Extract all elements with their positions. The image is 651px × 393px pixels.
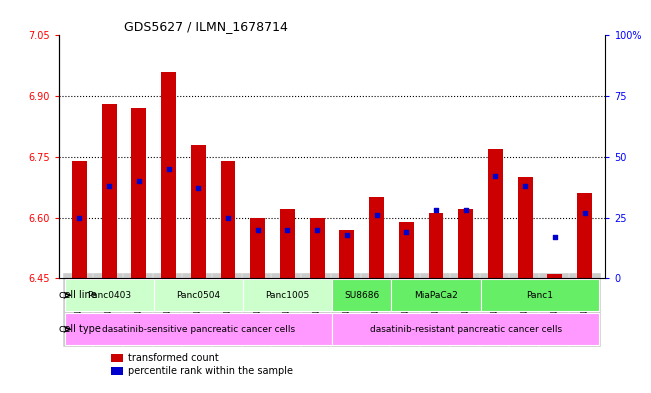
Text: Panc0504: Panc0504 xyxy=(176,291,220,300)
Bar xyxy=(191,145,206,278)
Legend: transformed count, percentile rank within the sample: transformed count, percentile rank withi… xyxy=(107,349,296,380)
Bar xyxy=(339,230,354,278)
Point xyxy=(549,234,560,240)
Bar xyxy=(221,161,236,278)
Text: cell type: cell type xyxy=(59,324,101,334)
Bar xyxy=(458,209,473,278)
Bar xyxy=(518,177,533,278)
Bar xyxy=(547,274,562,278)
Point xyxy=(253,226,263,233)
Bar xyxy=(391,279,480,311)
Point xyxy=(460,207,471,213)
Bar xyxy=(132,108,146,278)
Bar xyxy=(310,218,325,278)
Text: dasatinib-sensitive pancreatic cancer cells: dasatinib-sensitive pancreatic cancer ce… xyxy=(102,325,295,334)
Point xyxy=(342,231,352,238)
Bar xyxy=(280,209,295,278)
Point xyxy=(74,215,85,221)
Text: dasatinib-resistant pancreatic cancer cells: dasatinib-resistant pancreatic cancer ce… xyxy=(370,325,562,334)
Point xyxy=(520,183,531,189)
Text: Panc1005: Panc1005 xyxy=(266,291,310,300)
Point xyxy=(163,166,174,172)
Point xyxy=(104,183,115,189)
Point xyxy=(371,212,381,218)
Point xyxy=(401,229,411,235)
Point xyxy=(579,209,590,216)
Bar xyxy=(154,279,243,311)
Bar xyxy=(250,218,265,278)
Point xyxy=(133,178,144,184)
Text: GDS5627 / ILMN_1678714: GDS5627 / ILMN_1678714 xyxy=(124,20,288,33)
Text: cell line: cell line xyxy=(59,290,97,300)
Bar xyxy=(577,193,592,278)
Point xyxy=(312,226,322,233)
Bar xyxy=(480,279,600,311)
Bar xyxy=(72,161,87,278)
Bar xyxy=(332,279,391,311)
Bar xyxy=(428,213,443,278)
Point xyxy=(431,207,441,213)
Point xyxy=(223,215,233,221)
Bar xyxy=(64,313,332,345)
Bar xyxy=(399,222,414,278)
Bar xyxy=(102,104,117,278)
Text: MiaPaCa2: MiaPaCa2 xyxy=(414,291,458,300)
Bar xyxy=(488,149,503,278)
Bar xyxy=(369,197,384,278)
Point xyxy=(490,173,501,179)
Point xyxy=(193,185,204,191)
Text: SU8686: SU8686 xyxy=(344,291,380,300)
Text: Panc1: Panc1 xyxy=(527,291,553,300)
Bar xyxy=(161,72,176,278)
Point xyxy=(283,226,293,233)
Bar xyxy=(243,279,332,311)
Text: Panc0403: Panc0403 xyxy=(87,291,131,300)
Bar xyxy=(332,313,600,345)
Bar xyxy=(64,279,154,311)
